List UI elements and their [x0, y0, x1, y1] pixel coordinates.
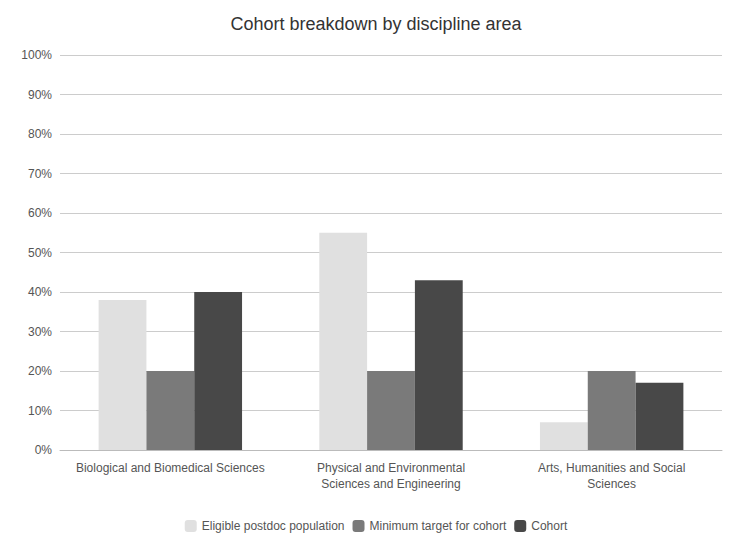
- svg-text:50%: 50%: [28, 246, 52, 260]
- svg-text:Minimum target for cohort: Minimum target for cohort: [370, 519, 507, 533]
- svg-text:30%: 30%: [28, 325, 52, 339]
- svg-text:Sciences: Sciences: [587, 477, 636, 491]
- svg-text:Arts, Humanities and Social: Arts, Humanities and Social: [538, 461, 685, 475]
- svg-text:Cohort: Cohort: [531, 519, 568, 533]
- svg-text:80%: 80%: [28, 127, 52, 141]
- svg-text:Biological and Biomedical Scie: Biological and Biomedical Sciences: [76, 461, 265, 475]
- svg-text:100%: 100%: [21, 48, 52, 62]
- svg-text:60%: 60%: [28, 206, 52, 220]
- svg-text:0%: 0%: [35, 443, 53, 457]
- svg-text:20%: 20%: [28, 364, 52, 378]
- svg-text:Sciences and Engineering: Sciences and Engineering: [321, 477, 460, 491]
- svg-text:70%: 70%: [28, 167, 52, 181]
- svg-text:Eligible postdoc population: Eligible postdoc population: [202, 519, 345, 533]
- svg-text:10%: 10%: [28, 404, 52, 418]
- svg-text:Cohort breakdown by discipline: Cohort breakdown by discipline area: [230, 14, 522, 34]
- svg-text:Physical and Environmental: Physical and Environmental: [317, 461, 465, 475]
- svg-text:90%: 90%: [28, 88, 52, 102]
- svg-text:40%: 40%: [28, 285, 52, 299]
